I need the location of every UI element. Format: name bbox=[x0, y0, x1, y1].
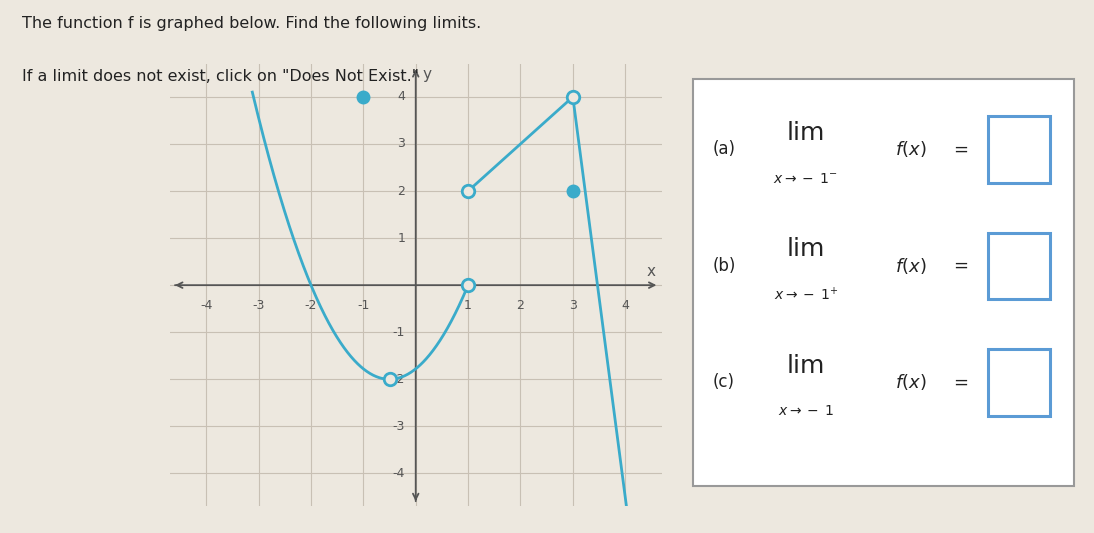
FancyBboxPatch shape bbox=[988, 232, 1050, 299]
Text: -4: -4 bbox=[200, 299, 212, 312]
Text: 4: 4 bbox=[397, 91, 405, 103]
Text: (b): (b) bbox=[712, 257, 736, 275]
Text: The function f is graphed below. Find the following limits.: The function f is graphed below. Find th… bbox=[22, 16, 481, 31]
Text: =: = bbox=[954, 141, 968, 158]
Text: -3: -3 bbox=[253, 299, 265, 312]
Text: lim: lim bbox=[787, 237, 825, 261]
Text: -2: -2 bbox=[305, 299, 317, 312]
Text: x: x bbox=[647, 264, 655, 279]
FancyBboxPatch shape bbox=[694, 79, 1073, 486]
Text: 4: 4 bbox=[621, 299, 629, 312]
Text: 3: 3 bbox=[397, 138, 405, 150]
FancyBboxPatch shape bbox=[988, 349, 1050, 416]
Text: $x \rightarrow -\;1^{-}$: $x \rightarrow -\;1^{-}$ bbox=[773, 172, 838, 185]
Text: -1: -1 bbox=[357, 299, 370, 312]
Text: =: = bbox=[954, 257, 968, 275]
Text: lim: lim bbox=[787, 353, 825, 378]
Text: -3: -3 bbox=[393, 420, 405, 433]
Text: -1: -1 bbox=[393, 326, 405, 338]
Text: If a limit does not exist, click on "Does Not Exist.": If a limit does not exist, click on "Doe… bbox=[22, 69, 419, 84]
Text: -2: -2 bbox=[393, 373, 405, 386]
Text: $f(x)$: $f(x)$ bbox=[895, 256, 927, 276]
Text: $x \rightarrow -\;1^{+}$: $x \rightarrow -\;1^{+}$ bbox=[773, 286, 838, 304]
Text: $x \rightarrow -\;1$: $x \rightarrow -\;1$ bbox=[778, 405, 834, 418]
Text: $f(x)$: $f(x)$ bbox=[895, 140, 927, 159]
Text: 1: 1 bbox=[464, 299, 472, 312]
Text: (a): (a) bbox=[712, 141, 735, 158]
Text: 3: 3 bbox=[569, 299, 577, 312]
Text: y: y bbox=[422, 67, 431, 82]
Text: =: = bbox=[954, 373, 968, 391]
Text: 2: 2 bbox=[397, 184, 405, 198]
Text: 2: 2 bbox=[516, 299, 524, 312]
FancyBboxPatch shape bbox=[988, 116, 1050, 183]
Text: (c): (c) bbox=[712, 373, 734, 391]
Text: 1: 1 bbox=[397, 232, 405, 245]
Text: -4: -4 bbox=[393, 467, 405, 480]
Text: $f(x)$: $f(x)$ bbox=[895, 372, 927, 392]
Text: lim: lim bbox=[787, 121, 825, 145]
